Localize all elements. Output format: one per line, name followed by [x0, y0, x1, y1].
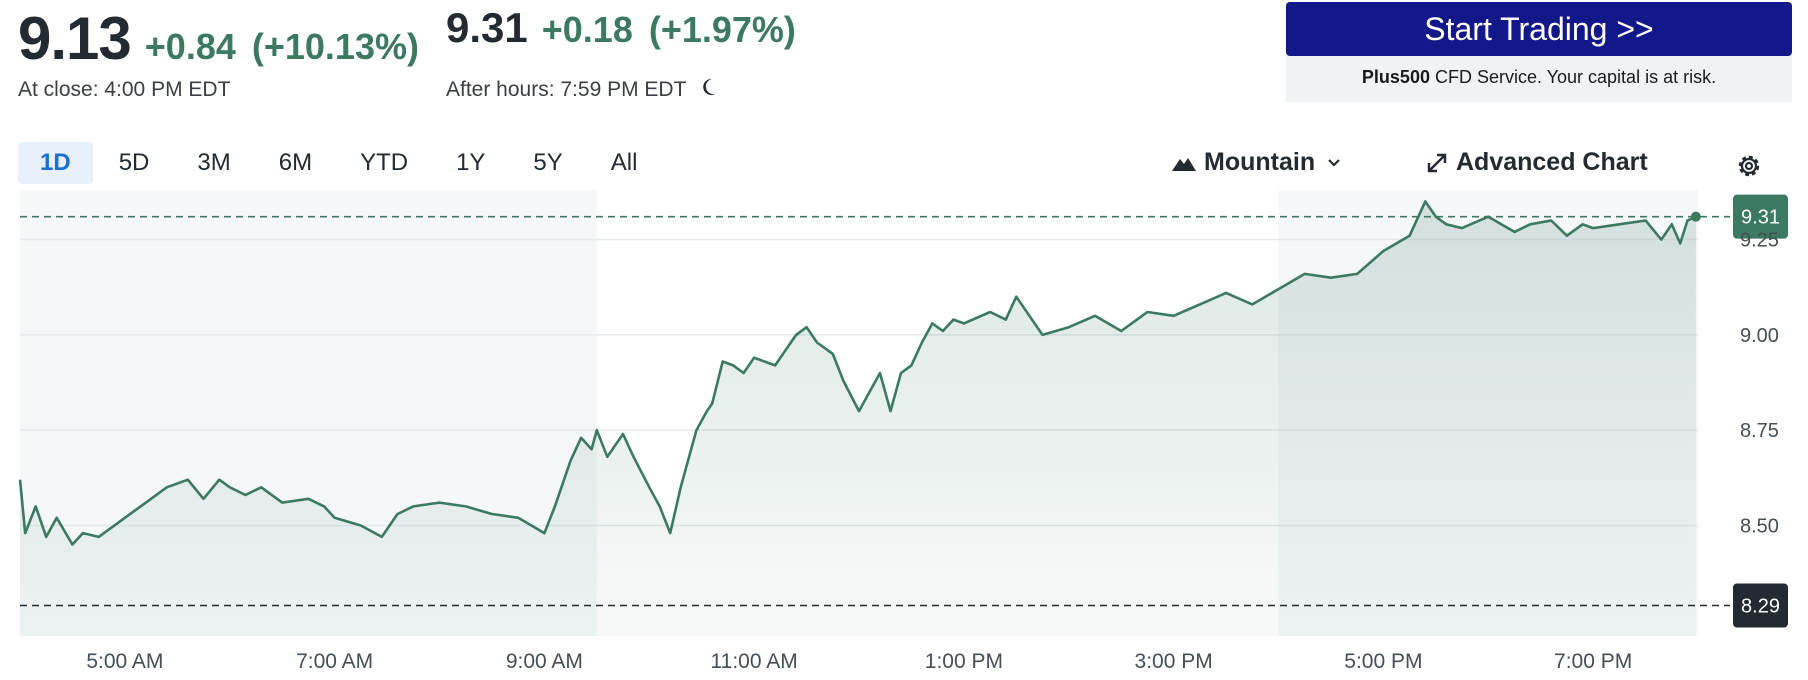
range-all[interactable]: All	[610, 149, 638, 176]
promo-disclaimer-text: CFD Service. Your capital is at risk.	[1429, 67, 1717, 87]
start-trading-button[interactable]: Start Trading >>	[1286, 2, 1792, 56]
chart-type-label: Mountain	[1204, 148, 1316, 176]
after-hours-change-percent: (+1.97%)	[648, 9, 796, 50]
current-price-badge	[1733, 194, 1788, 239]
advanced-chart-link[interactable]: Advanced Chart	[1426, 148, 1648, 177]
range-1y[interactable]: 1Y	[456, 149, 486, 176]
x-tick-label-5: 3:00 PM	[1135, 650, 1213, 673]
x-tick-label-7: 7:00 PM	[1554, 650, 1632, 673]
range-5y[interactable]: 5Y	[533, 149, 563, 176]
price-area	[20, 201, 1696, 636]
close-change: +0.84	[144, 26, 236, 67]
previous-close-badge-label: 8.29	[1741, 596, 1780, 618]
x-tick-label-3: 11:00 AM	[711, 650, 798, 673]
range-1d[interactable]: 1D	[18, 142, 93, 184]
after-hours-timestamp: After hours: 7:59 PM EDT	[446, 78, 687, 101]
chevron-down-icon	[1328, 158, 1340, 167]
price-chart[interactable]: 9.31 8.29 8.50 8.75 9.00 9.25 5:00 AM 7:00 AM 9:…	[0, 190, 1808, 680]
gear-icon[interactable]	[1734, 151, 1764, 186]
x-tick-label-1: 7:00 AM	[296, 650, 373, 673]
after-hours-timestamp-row: After hours: 7:59 PM EDT	[446, 78, 716, 102]
close-change-percent: (+10.13%)	[251, 26, 419, 67]
after-hours-price: 9.31	[446, 4, 528, 51]
range-selector: 1D 5D 3M 6M YTD 1Y 5Y All	[18, 142, 663, 184]
promo-disclaimer: Plus500 CFD Service. Your capital is at …	[1286, 67, 1792, 88]
mountain-icon	[1172, 157, 1196, 171]
range-ytd[interactable]: YTD	[360, 149, 409, 176]
y-tick-label-2: 9.00	[1740, 325, 1779, 347]
advanced-chart-label: Advanced Chart	[1456, 148, 1648, 176]
moon-icon	[702, 78, 716, 102]
x-tick-label-0: 5:00 AM	[86, 650, 163, 673]
last-price-dot	[1690, 211, 1701, 222]
x-tick-label-2: 9:00 AM	[506, 650, 583, 673]
expand-icon	[1427, 153, 1447, 172]
after-hours-change: +0.18	[541, 9, 633, 50]
x-tick-label-4: 1:00 PM	[925, 650, 1003, 673]
regular-session-quote: 9.13 +0.84 (+10.13%)	[18, 4, 419, 73]
promo-brand: Plus500	[1361, 67, 1430, 87]
promo-banner: Start Trading >> Plus500 CFD Service. Yo…	[1286, 2, 1792, 102]
close-price: 9.13	[18, 5, 132, 72]
current-price-badge-label: 9.31	[1741, 207, 1780, 229]
after-hours-quote: 9.31 +0.18 (+1.97%)	[446, 4, 796, 52]
range-3m[interactable]: 3M	[197, 149, 231, 176]
previous-close-badge	[1733, 583, 1788, 628]
y-tick-label-0: 8.50	[1740, 515, 1779, 537]
x-tick-label-6: 5:00 PM	[1344, 650, 1422, 673]
range-6m[interactable]: 6M	[278, 149, 313, 176]
price-line	[18, 200, 1697, 546]
close-timestamp: At close: 4:00 PM EDT	[18, 78, 231, 101]
chart-type-dropdown[interactable]: Mountain	[1172, 148, 1341, 177]
y-tick-label-3: 9.25	[1740, 230, 1779, 252]
y-tick-label-1: 8.75	[1740, 420, 1779, 442]
range-5d[interactable]: 5D	[118, 149, 150, 176]
